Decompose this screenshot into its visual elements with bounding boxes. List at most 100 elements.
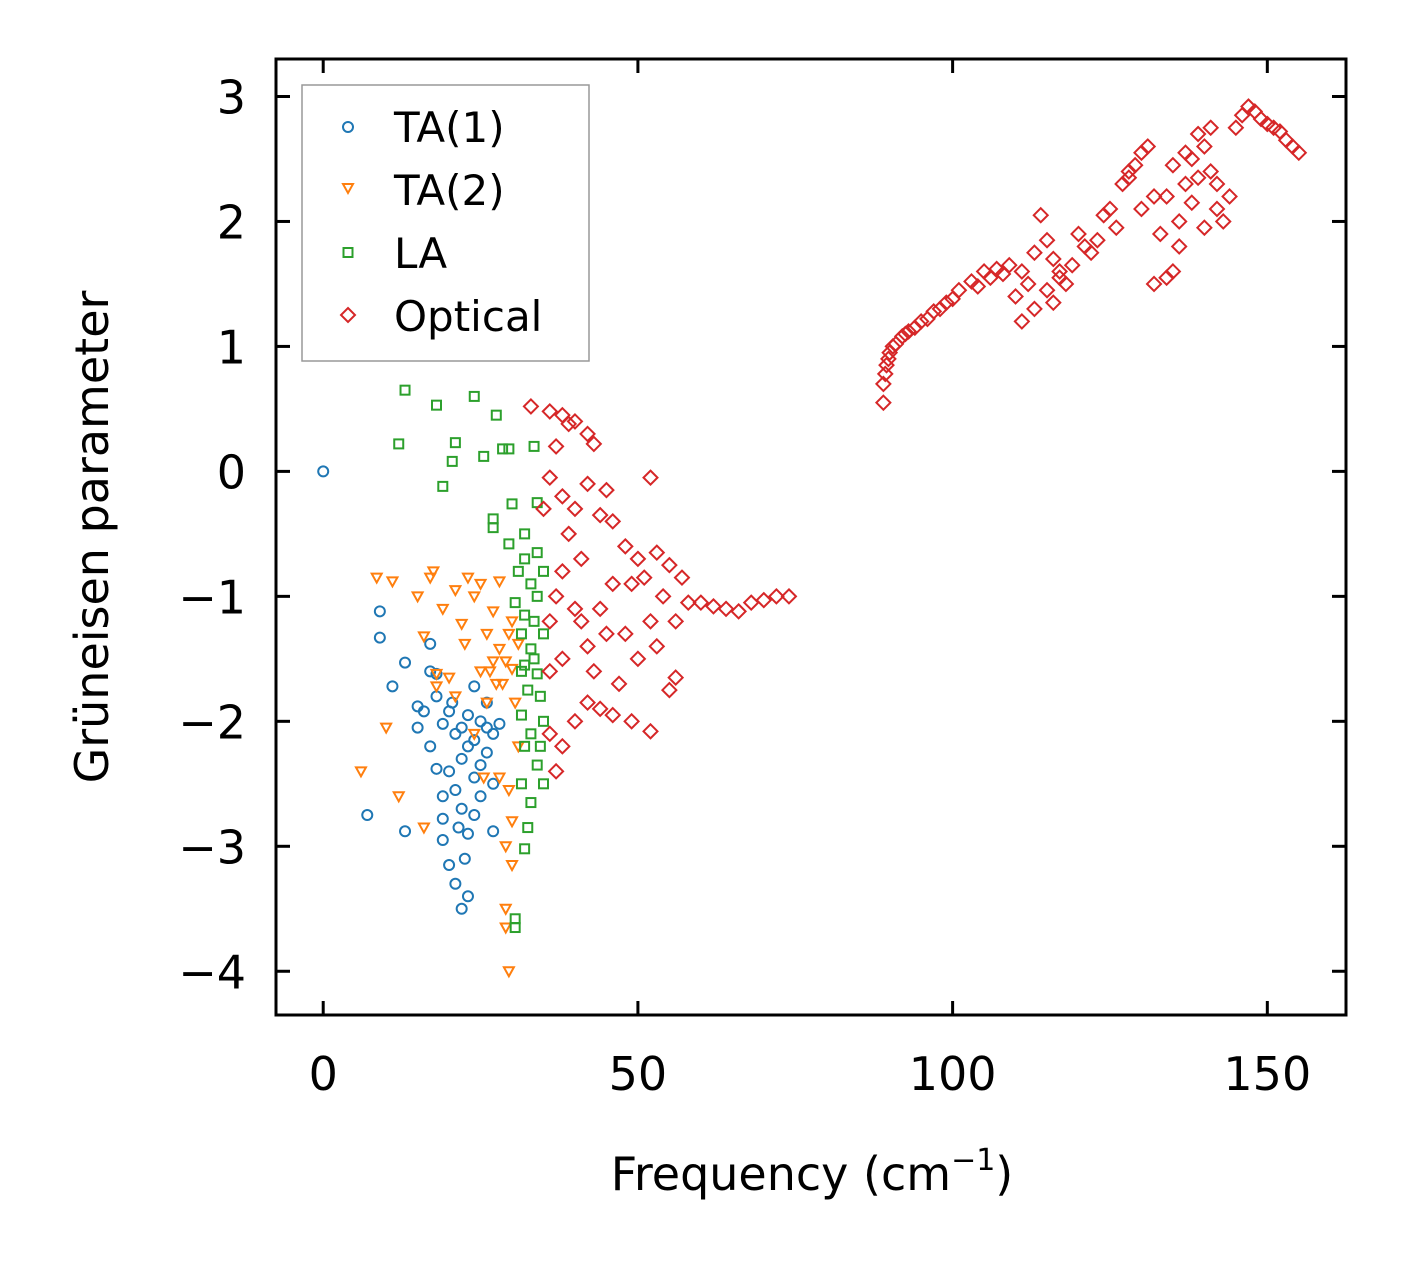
data-point — [679, 594, 697, 612]
data-point — [591, 600, 609, 618]
data-point — [1208, 200, 1226, 218]
y-tick-label: 1 — [217, 320, 246, 374]
series-optical — [522, 98, 1308, 780]
data-point — [585, 662, 603, 680]
x-axis-title-superscript: −1 — [951, 1143, 995, 1178]
data-point — [487, 825, 500, 838]
data-point — [534, 690, 546, 702]
data-point — [1038, 281, 1056, 299]
data-point — [512, 565, 524, 577]
data-point — [1007, 288, 1024, 305]
data-point — [452, 821, 465, 834]
data-point — [579, 475, 596, 493]
data-point — [373, 631, 386, 644]
data-point — [519, 528, 531, 540]
data-point — [499, 922, 513, 935]
data-point — [424, 740, 437, 753]
data-point — [354, 766, 368, 779]
data-point — [468, 771, 481, 784]
data-point — [317, 465, 330, 478]
data-point — [1026, 244, 1043, 262]
legend-marker-optical — [339, 306, 357, 324]
data-point — [880, 350, 897, 368]
x-tick-label: 150 — [1223, 1047, 1311, 1101]
data-point — [430, 762, 443, 775]
data-point — [541, 725, 559, 743]
data-point — [455, 902, 468, 915]
data-point — [473, 666, 488, 679]
data-point — [560, 415, 578, 433]
data-point — [538, 778, 549, 790]
data-point — [393, 438, 405, 450]
data-point — [1051, 263, 1069, 280]
data-point — [616, 625, 634, 643]
data-point — [361, 809, 374, 822]
data-point — [591, 700, 609, 718]
data-point — [515, 709, 527, 721]
data-point — [461, 890, 474, 903]
data-point — [876, 365, 894, 383]
data-point — [477, 772, 491, 785]
data-point — [610, 675, 628, 693]
data-point — [449, 437, 461, 449]
data-point — [1038, 231, 1056, 249]
data-point — [673, 569, 691, 587]
data-point — [553, 650, 571, 668]
data-point — [399, 384, 411, 396]
y-tick-label: −3 — [178, 820, 246, 874]
data-point — [1189, 169, 1207, 187]
data-point — [1177, 175, 1194, 193]
data-point — [547, 762, 565, 780]
data-point — [1013, 263, 1031, 280]
legend-marker-la — [342, 247, 354, 258]
data-point — [994, 265, 1012, 283]
data-point — [884, 338, 902, 355]
data-point — [519, 659, 531, 671]
data-point — [767, 587, 785, 605]
data-point — [1101, 200, 1119, 218]
data-point — [493, 717, 506, 730]
data-point — [487, 513, 499, 525]
data-point — [566, 600, 584, 618]
data-point — [429, 668, 444, 681]
data-point — [692, 594, 710, 612]
data-point — [468, 809, 481, 822]
data-point — [969, 278, 987, 295]
data-point — [1145, 188, 1163, 205]
data-point — [511, 638, 526, 651]
data-point — [508, 697, 522, 710]
data-point — [528, 615, 540, 627]
data-point — [629, 550, 647, 568]
data-point — [572, 612, 590, 630]
data-point — [579, 425, 596, 443]
data-point — [480, 628, 494, 641]
data-point — [531, 759, 543, 771]
data-point — [442, 672, 456, 685]
series-ta-1 — [317, 465, 506, 915]
data-point — [525, 578, 537, 590]
data-point — [538, 628, 549, 640]
data-point — [468, 680, 481, 693]
data-point — [503, 538, 515, 550]
y-tick-label: −4 — [178, 945, 246, 999]
data-point — [553, 487, 571, 505]
x-axis-title: Frequency (cm−1) — [611, 1143, 1014, 1201]
data-point — [522, 822, 534, 834]
data-point — [1208, 175, 1226, 193]
data-point — [449, 877, 462, 890]
data-point — [1133, 144, 1150, 162]
data-point — [560, 525, 578, 543]
data-point — [486, 606, 500, 619]
data-point — [1170, 238, 1188, 255]
data-point — [579, 637, 596, 655]
data-point — [579, 694, 596, 711]
data-point — [1088, 231, 1106, 249]
data-point — [454, 618, 469, 631]
y-tick-label: 2 — [217, 195, 246, 249]
data-point — [448, 691, 463, 704]
data-point — [505, 816, 519, 829]
axis-ticks — [276, 59, 1346, 1015]
data-point — [1214, 213, 1232, 230]
data-point — [531, 668, 543, 680]
